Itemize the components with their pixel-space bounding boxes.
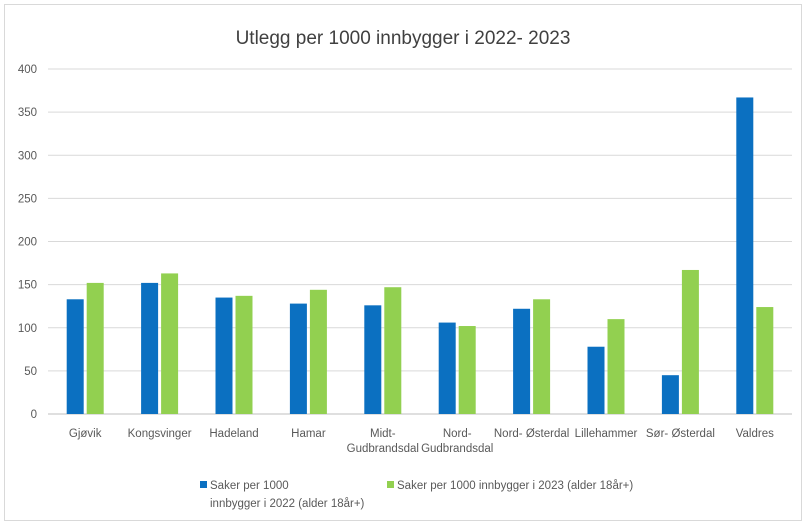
bar-series-1 [66,299,84,414]
y-tick-label: 100 [18,323,37,335]
bar-series-1 [215,297,233,414]
bar-series-1 [661,375,679,414]
bar-series-2 [533,299,551,414]
bar-series-2 [235,295,253,414]
x-category-label: Sør- Østerdal [646,428,715,440]
bar-series-2 [607,319,625,414]
bar-series-1 [438,322,456,414]
y-tick-label: 300 [18,150,37,162]
chart-title: Utlegg per 1000 innbygger i 2022- 2023 [236,28,571,49]
y-tick-label: 350 [18,107,37,119]
bar-series-2 [458,326,476,414]
x-category-label: Nord- Østerdal [494,428,569,440]
gridlines [48,68,792,415]
bar-series-1 [513,308,531,414]
y-tick-label: 0 [31,409,37,421]
bar-series-2 [384,287,402,414]
x-category-label: Nord-Gudbrandsdal [421,428,493,455]
y-tick-label: 250 [18,193,37,205]
legend-label: Saker per 1000 innbygger i 2023 (alder 1… [397,480,633,492]
x-category-label: Valdres [736,428,774,440]
y-tick-label: 200 [18,237,37,249]
legend-swatch [387,481,394,488]
y-tick-label: 50 [24,366,37,378]
y-tick-label: 150 [18,280,37,292]
bar-series-1 [736,97,754,415]
bar-series-2 [161,273,179,414]
bar-series-1 [289,303,307,414]
x-category-label: Lillehammer [575,428,638,440]
bar-series-2 [309,289,327,414]
chart-frame [4,4,802,521]
x-category-label: Kongsvinger [128,428,192,440]
legend-label: Saker per 1000 innbygger i 2022 (alder 18… [210,480,365,510]
bar-series-1 [141,282,159,414]
bar-series-1 [364,305,382,414]
legend-swatch [200,481,207,488]
x-category-label: Midt-Gudbrandsdal [347,428,419,455]
y-tick-label: 400 [18,64,37,76]
bar-series-1 [587,346,605,414]
legend: Saker per 1000 innbygger i 2022 (alder 18… [200,480,633,510]
bars [66,97,774,415]
bar-series-2 [756,307,774,414]
x-axis-categories: Gjøvik Kongsvinger Hadeland Hamar Midt-Gudbr… [69,428,774,455]
x-category-label: Hadeland [209,428,258,440]
y-axis-ticks: 0 50 100 150 200 250 300 350 400 [18,64,37,421]
bar-series-2 [86,282,104,414]
x-category-label: Gjøvik [69,428,102,440]
bar-series-2 [681,269,699,414]
x-category-label: Hamar [291,428,326,440]
